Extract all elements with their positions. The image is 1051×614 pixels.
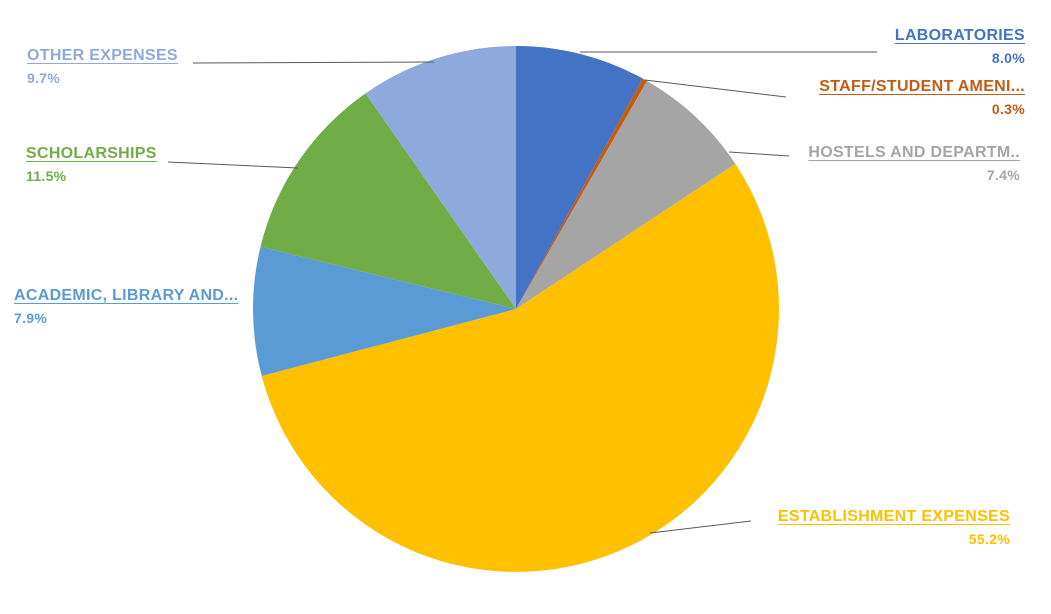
slice-label-text: OTHER EXPENSES: [27, 47, 178, 64]
pie-slice-2: [516, 81, 736, 309]
leader-line-6: [192, 61, 435, 64]
label-establishment-expenses: ESTABLISHMENT EXPENSES 55.2%: [778, 508, 1010, 547]
leader-line-1: [644, 79, 787, 98]
label-scholarships: SCHOLARSHIPS 11.5%: [26, 145, 157, 184]
pie-slice-3: [261, 163, 780, 572]
slice-label-text: LABORATORIES: [894, 27, 1025, 44]
slice-label-text: ACADEMIC, LIBRARY AND...: [14, 287, 239, 304]
leader-line-5: [167, 161, 299, 169]
leader-line-2: [728, 151, 790, 157]
slice-percent-text: 9.7%: [27, 70, 61, 87]
slice-label-text: SCHOLARSHIPS: [26, 145, 157, 162]
label-other-expenses: OTHER EXPENSES 9.7%: [27, 47, 178, 86]
label-laboratories: LABORATORIES 8.0%: [895, 27, 1025, 66]
pie-slice-5: [260, 93, 516, 310]
label-academic-library: ACADEMIC, LIBRARY AND... 7.9%: [14, 287, 238, 326]
pie-slice-1: [516, 78, 647, 309]
slice-label-text: ESTABLISHMENT EXPENSES: [777, 508, 1010, 525]
slice-percent-text: 7.9%: [14, 310, 48, 327]
slice-percent-text: 7.4%: [986, 167, 1020, 184]
label-hostels-and-departments: HOSTELS AND DEPARTM.. 7.4%: [808, 144, 1020, 183]
leader-line-3: [649, 520, 752, 534]
slice-percent-text: 55.2%: [968, 531, 1010, 548]
slice-percent-text: 8.0%: [991, 50, 1025, 67]
slice-label-text: STAFF/STUDENT AMENI...: [819, 78, 1025, 95]
slice-percent-text: 0.3%: [991, 101, 1025, 118]
pie-slice-0: [516, 45, 643, 309]
slice-label-text: HOSTELS AND DEPARTM..: [808, 144, 1020, 161]
label-staff-student-amenities: STAFF/STUDENT AMENI... 0.3%: [819, 78, 1025, 117]
pie-slice-6: [365, 46, 516, 309]
slice-percent-text: 11.5%: [26, 168, 67, 185]
pie-slice-4: [253, 246, 516, 376]
